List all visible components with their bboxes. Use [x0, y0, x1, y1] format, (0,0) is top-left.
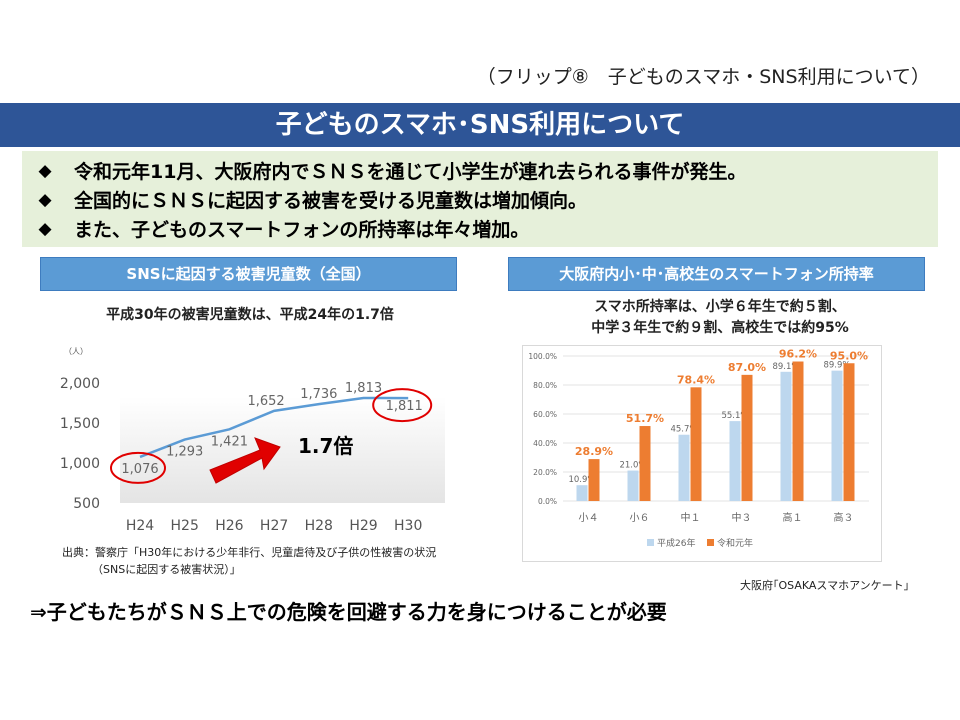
- victim-count-chart: （人） 2,000 1,500 1,000 500 H24 H25 H26 H27 H28 H29 H…: [40, 345, 460, 540]
- x-tick-label: 中１: [681, 511, 701, 524]
- data-label: 95.0%: [830, 349, 868, 362]
- bar: [678, 434, 690, 501]
- x-tick-label: 高１: [783, 511, 803, 524]
- bullet-text: また、子どものスマートフォンの所持率は年々増加。: [74, 219, 530, 241]
- x-tick-label: H30: [394, 518, 422, 534]
- data-label: 1,421: [211, 434, 248, 449]
- right-panel-title: 大阪府内小･中･高校生のスマートフォン所持率: [508, 257, 925, 291]
- y-axis-unit: （人）: [64, 347, 88, 356]
- x-tick-label: H27: [260, 518, 288, 534]
- data-label: 96.2%: [779, 348, 817, 361]
- bullet-item: ◆ また、子どものスマートフォンの所持率は年々増加。: [32, 214, 938, 243]
- data-label: 1,736: [300, 387, 337, 402]
- bar: [831, 370, 843, 501]
- right-source: 大阪府｢OSAKAスマホアンケート｣: [740, 579, 910, 592]
- x-tick-label: 小４: [579, 512, 599, 524]
- right-subtitle-line: スマホ所持率は、小学６年生で約５割、: [594, 299, 846, 315]
- data-label: 1,813: [345, 381, 382, 396]
- diamond-bullet-icon: ◆: [38, 160, 52, 181]
- data-label: 45.7%: [670, 425, 697, 435]
- y-tick-label: 40.0%: [533, 439, 557, 448]
- bar: [588, 459, 600, 501]
- data-label: 78.4%: [677, 373, 715, 386]
- data-label: 28.9%: [575, 445, 613, 458]
- left-panel-subtitle: 平成30年の被害児童数は、平成24年の1.7倍: [106, 307, 394, 323]
- bullet-item: ◆ 全国的にＳＮＳに起因する被害を受ける児童数は増加傾向。: [32, 185, 938, 214]
- diamond-bullet-icon: ◆: [38, 218, 52, 239]
- bar: [729, 421, 741, 501]
- legend-label: 平成26年: [657, 537, 695, 549]
- data-label: 89.1%: [772, 362, 799, 372]
- x-tick-label: 小６: [630, 512, 650, 524]
- y-tick-label: 1,000: [60, 456, 100, 472]
- source-line: （SNSに起因する被害状況）」: [92, 563, 241, 576]
- y-tick-label: 500: [73, 496, 100, 512]
- bullet-box: ◆ 令和元年11月、大阪府内でＳＮＳを通じて小学生が連れ去られる事件が発生。 ◆…: [22, 151, 938, 247]
- highlight-circle: [372, 388, 433, 423]
- y-tick-label: 60.0%: [533, 410, 557, 419]
- plot-area: [120, 397, 445, 503]
- diamond-bullet-icon: ◆: [38, 189, 52, 210]
- bar-chart-svg: 100.0% 80.0% 60.0% 40.0% 20.0% 0.0% 10.9% 28.9%…: [528, 348, 869, 549]
- x-tick-label: H25: [171, 518, 199, 534]
- line-chart-svg: （人） 2,000 1,500 1,000 500 H24 H25 H26 H27 H28 H29 H…: [60, 347, 445, 534]
- bar: [639, 426, 651, 501]
- bar: [627, 470, 639, 501]
- smartphone-rate-chart: 100.0% 80.0% 60.0% 40.0% 20.0% 0.0% 10.9% 28.9%…: [522, 345, 882, 562]
- x-tick-label: 高３: [834, 511, 854, 524]
- left-source: 出典：警察庁「H30年における少年非行、児童虐待及び子供の性被害の状況 （SNS…: [62, 544, 436, 578]
- bullet-item: ◆ 令和元年11月、大阪府内でＳＮＳを通じて小学生が連れ去られる事件が発生。: [32, 156, 938, 185]
- legend-label: 令和元年: [717, 537, 753, 549]
- source-line: 出典：警察庁「H30年における少年非行、児童虐待及び子供の性被害の状況: [62, 546, 437, 559]
- data-label: 1,811: [386, 399, 423, 414]
- bar: [690, 387, 702, 501]
- conclusion-text: ⇒子どもたちがＳＮＳ上での危険を回避する力を身につけることが必要: [30, 600, 667, 624]
- y-tick-label: 1,500: [60, 416, 100, 432]
- x-tick-label: H28: [305, 518, 333, 534]
- data-label: 1,076: [121, 462, 158, 477]
- x-tick-label: H29: [349, 518, 377, 534]
- flip-label: （フリップ⑧ 子どものスマホ・SNS利用について）: [476, 66, 930, 88]
- increase-arrow-icon: [209, 437, 281, 484]
- bar: [780, 371, 792, 501]
- data-label: 10.9%: [568, 475, 595, 485]
- bar: [741, 374, 753, 501]
- left-panel-title: SNSに起因する被害児童数（全国）: [40, 257, 457, 291]
- x-tick-label: H26: [215, 518, 243, 534]
- legend-swatch: [707, 539, 714, 546]
- y-tick-label: 0.0%: [538, 497, 557, 506]
- data-label: 1,652: [247, 394, 284, 409]
- page-title: 子どものスマホ･SNS利用について: [0, 103, 960, 147]
- data-label: 55.1%: [721, 411, 748, 421]
- y-tick-label: 100.0%: [528, 352, 557, 361]
- bar: [576, 485, 588, 501]
- bullet-text: 令和元年11月、大阪府内でＳＮＳを通じて小学生が連れ去られる事件が発生。: [74, 161, 747, 183]
- series-line: [139, 396, 409, 459]
- data-label: 51.7%: [626, 412, 664, 425]
- ratio-label: 1.7倍: [298, 434, 353, 458]
- x-tick-label: 中３: [732, 511, 752, 524]
- legend-swatch: [647, 539, 654, 546]
- bullet-text: 全国的にＳＮＳに起因する被害を受ける児童数は増加傾向。: [74, 190, 588, 212]
- data-label: 89.9%: [823, 361, 850, 371]
- x-tick-label: H24: [126, 518, 154, 534]
- bar: [843, 363, 855, 501]
- bar: [792, 361, 804, 501]
- highlight-circle: [110, 451, 166, 484]
- data-label: 1,293: [166, 445, 203, 460]
- right-subtitle-line: 中学３年生で約９割、高校生では約95%: [591, 320, 849, 336]
- right-panel-subtitle: スマホ所持率は、小学６年生で約５割、 中学３年生で約９割、高校生では約95%: [520, 297, 920, 339]
- y-tick-label: 20.0%: [533, 468, 557, 477]
- data-label: 21.0%: [619, 461, 646, 471]
- data-label: 87.0%: [728, 361, 766, 374]
- y-tick-label: 2,000: [60, 376, 100, 392]
- y-tick-label: 80.0%: [533, 381, 557, 390]
